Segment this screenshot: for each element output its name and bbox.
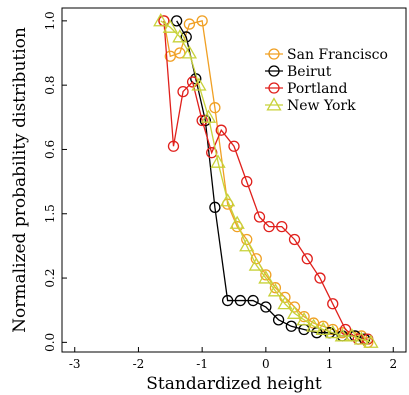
data-point-portland — [288, 233, 301, 246]
data-point-new-york — [200, 109, 217, 123]
data-point-portland — [228, 140, 240, 152]
data-point-portland — [177, 85, 189, 98]
x-tick-label: -2 — [133, 357, 145, 371]
data-point-new-york — [286, 305, 303, 319]
x-tick-label: 1 — [326, 357, 334, 371]
data-point-new-york — [220, 193, 236, 207]
series-line-new-york — [160, 20, 372, 343]
data-point-new-york — [267, 283, 284, 297]
data-point-beirut — [171, 15, 183, 27]
data-point-san-francisco — [174, 47, 186, 59]
data-point-new-york — [153, 13, 169, 27]
data-point-san-francisco — [288, 301, 301, 313]
legend-item-beirut: Beirut — [265, 64, 332, 80]
data-point-new-york — [248, 257, 264, 271]
data-point-portland — [263, 220, 275, 233]
data-point-beirut — [247, 294, 259, 307]
data-point-new-york — [296, 312, 312, 326]
series-portland — [158, 15, 374, 345]
data-point-new-york — [363, 334, 379, 348]
axis-ticks: -3 -2 -1 0 1 2 0.0 0.2 1.5 0.6 0.8 1.0 — [43, 11, 397, 371]
data-point-new-york — [210, 154, 226, 168]
data-point-portland — [167, 140, 180, 152]
data-point-portland — [253, 211, 266, 223]
plot-frame — [61, 7, 407, 353]
data-point-portland — [196, 114, 208, 127]
legend-marker — [268, 82, 280, 94]
legend-item-san-francisco: San Francisco — [265, 47, 388, 63]
data-point-new-york — [258, 270, 274, 284]
data-point-beirut — [260, 301, 272, 313]
series-new-york — [153, 13, 379, 348]
y-tick-label: 0.6 — [43, 140, 57, 159]
series-layer — [153, 13, 379, 349]
legend-item-portland: Portland — [265, 81, 347, 97]
data-point-portland — [276, 220, 288, 233]
data-point-san-francisco — [269, 282, 282, 294]
data-point-new-york — [239, 238, 255, 252]
legend-marker — [266, 97, 282, 111]
x-tick-label: 0 — [262, 357, 270, 371]
data-point-new-york — [344, 328, 360, 342]
data-point-san-francisco — [260, 269, 272, 281]
data-point-new-york — [315, 321, 331, 336]
data-point-portland — [327, 298, 339, 310]
data-point-portland — [241, 175, 253, 188]
data-point-beirut — [234, 294, 247, 307]
data-point-new-york — [172, 29, 188, 43]
legend-item-new-york: New York — [265, 97, 356, 114]
y-tick-label: 1.5 — [43, 204, 57, 223]
series-line-beirut — [176, 20, 365, 340]
series-line-portland — [163, 20, 368, 340]
x-axis-title: Standardized height — [146, 374, 322, 394]
data-point-beirut — [221, 294, 234, 307]
x-tick-label: 2 — [389, 357, 397, 371]
y-tick-label: 0.0 — [43, 333, 57, 352]
data-point-new-york — [334, 328, 350, 342]
legend-label: Beirut — [287, 64, 332, 80]
series-san-francisco — [158, 15, 374, 349]
data-point-portland — [215, 124, 227, 136]
legend-label: San Francisco — [287, 47, 388, 63]
data-point-new-york — [353, 331, 370, 345]
data-point-new-york — [306, 318, 322, 332]
data-point-beirut — [285, 320, 297, 332]
data-point-new-york — [181, 45, 198, 59]
y-tick-label: 0.2 — [43, 269, 57, 288]
x-tick-label: -3 — [69, 357, 81, 371]
data-point-new-york — [191, 77, 207, 91]
data-point-portland — [301, 253, 313, 265]
legend-marker — [268, 65, 280, 77]
legend-label: New York — [287, 98, 356, 114]
data-point-new-york — [162, 19, 178, 33]
data-point-beirut — [209, 201, 221, 213]
series-beirut — [171, 15, 371, 345]
y-tick-label: 1.0 — [43, 11, 57, 30]
legend-marker — [268, 48, 280, 60]
data-point-new-york — [229, 215, 245, 229]
data-point-portland — [206, 147, 218, 159]
legend-label: Portland — [287, 81, 347, 97]
y-axis-title: Normalized probability distribution — [10, 27, 30, 333]
data-point-san-francisco — [183, 18, 196, 30]
data-point-san-francisco — [196, 15, 208, 27]
data-point-portland — [314, 272, 326, 284]
data-point-san-francisco — [209, 102, 221, 114]
data-point-new-york — [277, 295, 293, 310]
y-tick-label: 0.8 — [43, 76, 57, 95]
data-point-beirut — [272, 314, 285, 326]
x-tick-label: -1 — [196, 357, 208, 371]
data-point-new-york — [325, 324, 341, 339]
